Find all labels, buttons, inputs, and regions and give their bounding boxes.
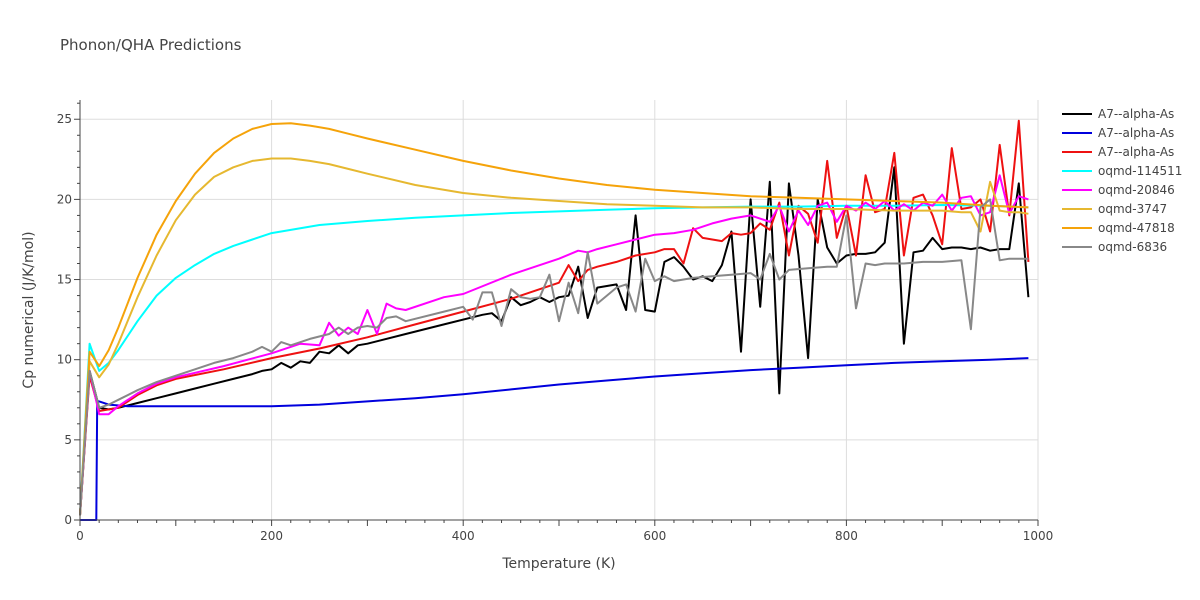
- x-tick-label: 200: [260, 529, 283, 543]
- legend-item-5[interactable]: oqmd-20846: [1062, 183, 1175, 197]
- legend-label: oqmd-3747: [1098, 202, 1167, 216]
- series-line-4: [79, 204, 1029, 516]
- y-axis-title: Cp numerical (J/K/mol): [21, 231, 37, 388]
- x-axis-title: Temperature (K): [501, 556, 615, 572]
- series-line-2: [80, 357, 1029, 521]
- y-tick-label: 5: [64, 433, 72, 447]
- chart-title: Phonon/QHA Predictions: [60, 36, 242, 54]
- y-tick-label: 15: [57, 273, 72, 287]
- y-tick-label: 10: [57, 353, 72, 367]
- series-line-6: [79, 157, 1029, 516]
- legend[interactable]: A7--alpha-As A7--alpha-As A7--alpha-As oqmd…: [1062, 107, 1182, 254]
- x-tick-label: 0: [76, 529, 84, 543]
- x-tick-label: 400: [452, 529, 475, 543]
- legend-label: A7--alpha-As: [1098, 126, 1174, 140]
- grid: [79, 100, 1039, 521]
- legend-item-3[interactable]: A7--alpha-As: [1062, 145, 1174, 159]
- legend-item-2[interactable]: A7--alpha-As: [1062, 126, 1174, 140]
- legend-label: oqmd-20846: [1098, 183, 1175, 197]
- y-tick-label: 20: [57, 192, 72, 206]
- y-tick-label: 0: [64, 513, 72, 527]
- series-line-8: [79, 198, 1029, 516]
- legend-label: oqmd-47818: [1098, 221, 1175, 235]
- plot-area: [79, 119, 1030, 521]
- legend-item-7[interactable]: oqmd-47818: [1062, 221, 1175, 235]
- series-line-5: [79, 174, 1029, 516]
- legend-label: A7--alpha-As: [1098, 107, 1174, 121]
- y-tick-label: 25: [57, 112, 72, 126]
- legend-item-6[interactable]: oqmd-3747: [1062, 202, 1167, 216]
- legend-item-1[interactable]: A7--alpha-As: [1062, 107, 1174, 121]
- legend-label: oqmd-6836: [1098, 240, 1167, 254]
- series-line-3: [79, 119, 1030, 516]
- legend-label: A7--alpha-As: [1098, 145, 1174, 159]
- series-line-7: [79, 122, 1029, 516]
- legend-label: oqmd-114511: [1098, 164, 1182, 178]
- legend-item-4[interactable]: oqmd-114511: [1062, 164, 1182, 178]
- x-tick-label: 1000: [1023, 529, 1054, 543]
- x-tick-label: 800: [835, 529, 858, 543]
- x-tick-label: 600: [643, 529, 666, 543]
- axes: 0 5 10 15 20 25 0 200 400 600 800 1000: [57, 100, 1054, 543]
- series-line-1: [79, 166, 1030, 516]
- legend-item-8[interactable]: oqmd-6836: [1062, 240, 1167, 254]
